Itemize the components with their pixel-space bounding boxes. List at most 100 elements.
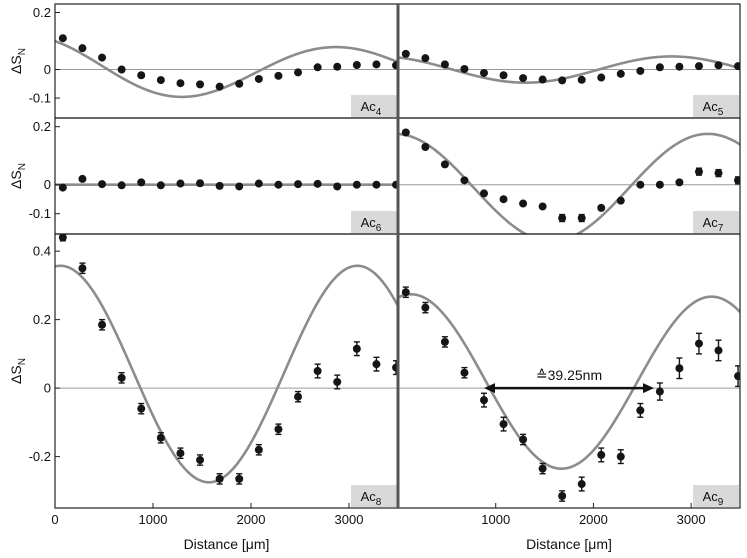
- fit-curve: [398, 55, 740, 84]
- plot-area: [398, 286, 740, 502]
- data-point: [196, 80, 205, 89]
- y-tick-label: -0.2: [29, 449, 51, 464]
- data-point: [78, 264, 87, 273]
- panel-Ac9: ≙39.25nm Ac9 1000 2000 3000 Distance [μm]: [397, 233, 741, 552]
- panel-label-box: [351, 485, 397, 507]
- data-point: [372, 360, 381, 369]
- data-point: [421, 143, 430, 151]
- panel-frame: [54, 3, 399, 119]
- y-tick-label: -0.1: [29, 91, 51, 106]
- plot-area: [55, 34, 398, 99]
- panel-label-main: Ac: [703, 99, 719, 114]
- y-axis-label-sub: N: [17, 48, 28, 55]
- data-point: [734, 176, 740, 185]
- plot-area: [55, 234, 398, 485]
- y-tick-label: 0: [44, 62, 51, 77]
- panel-frame: [54, 117, 399, 235]
- panel-Ac5: Ac5: [397, 3, 741, 119]
- annotation-text: ≙39.25nm: [536, 367, 602, 383]
- y-tick-label: -0.1: [29, 206, 51, 221]
- data-point: [655, 387, 664, 396]
- data-point: [58, 234, 67, 242]
- data-point: [597, 203, 606, 212]
- data-point: [215, 474, 224, 483]
- data-point: [636, 180, 645, 189]
- data-point: [714, 346, 723, 355]
- data-point: [616, 69, 625, 78]
- panel-label: Ac7: [703, 215, 724, 234]
- y-tick-label: 0.2: [33, 119, 51, 134]
- data-point: [333, 182, 342, 191]
- data-point: [313, 367, 322, 375]
- data-point: [519, 435, 528, 444]
- panel-label-box: [351, 211, 397, 233]
- panel-label-box: [351, 95, 397, 117]
- data-point: [58, 34, 67, 43]
- data-point: [176, 79, 185, 88]
- data-point: [117, 65, 126, 74]
- data-point: [98, 180, 107, 189]
- data-point: [372, 180, 381, 189]
- x-tick-label: 1000: [481, 512, 510, 527]
- x-tick-label: 2000: [237, 512, 266, 527]
- panel-label: Ac5: [703, 99, 724, 118]
- panel-label-box: [693, 211, 739, 233]
- data-point: [333, 62, 342, 71]
- data-point: [694, 62, 703, 71]
- panel-label: Ac8: [361, 489, 382, 508]
- y-axis-label-sub: N: [17, 163, 28, 170]
- y-tick-label: 0: [44, 381, 51, 396]
- panel-label-box: [693, 95, 739, 117]
- data-point: [636, 406, 645, 415]
- y-axis-label-main: ΔS: [8, 55, 24, 74]
- y-axis-label-sub: N: [17, 358, 28, 365]
- arrow-head-left: [483, 383, 495, 394]
- data-point: [401, 49, 410, 58]
- data-point: [98, 53, 107, 62]
- data-point: [519, 199, 528, 208]
- data-point: [694, 339, 703, 348]
- panel-Ac8: Ac8 0.4 0.2 0 -0.2 0 1000 2000 3000 ΔSN Distance […: [8, 233, 399, 552]
- y-axis-label: ΔSN: [8, 48, 28, 74]
- y-axis-label-main: ΔS: [8, 365, 24, 384]
- data-point: [215, 181, 224, 190]
- data-point: [479, 396, 488, 405]
- panel-label: Ac9: [703, 489, 724, 508]
- data-point: [675, 364, 684, 373]
- panel-label-sub: 6: [376, 223, 382, 234]
- panel-label-sub: 9: [718, 497, 724, 508]
- data-point: [401, 128, 410, 137]
- data-point: [479, 68, 488, 77]
- panel-Ac6: Ac6 0.2 0 -0.1 ΔSN: [8, 117, 399, 235]
- data-point: [597, 450, 606, 459]
- x-tick-label: 1000: [139, 512, 168, 527]
- data-point: [558, 214, 567, 223]
- data-point: [538, 464, 547, 473]
- data-point: [421, 303, 430, 312]
- data-point: [616, 196, 625, 205]
- panel-label-sub: 8: [376, 497, 382, 508]
- data-point: [235, 474, 244, 483]
- data-point: [156, 433, 165, 442]
- panel-label-main: Ac: [361, 489, 377, 504]
- data-point: [636, 66, 645, 75]
- panel-label-main: Ac: [703, 489, 719, 504]
- data-point: [538, 75, 547, 84]
- plot-area: [398, 128, 740, 234]
- data-point: [655, 180, 664, 189]
- panel-Ac7: Ac7: [397, 117, 741, 235]
- data-point: [137, 404, 146, 413]
- y-tick-label: 0.4: [33, 244, 51, 259]
- data-point: [499, 420, 508, 429]
- data-point: [58, 183, 67, 192]
- fit-curve: [398, 292, 740, 470]
- data-point: [78, 174, 87, 183]
- data-point: [196, 456, 205, 465]
- x-tick-label: 0: [51, 512, 58, 527]
- data-point: [215, 82, 224, 91]
- data-point: [714, 169, 723, 178]
- data-point: [401, 288, 410, 297]
- data-point: [98, 320, 107, 329]
- data-point: [734, 372, 740, 381]
